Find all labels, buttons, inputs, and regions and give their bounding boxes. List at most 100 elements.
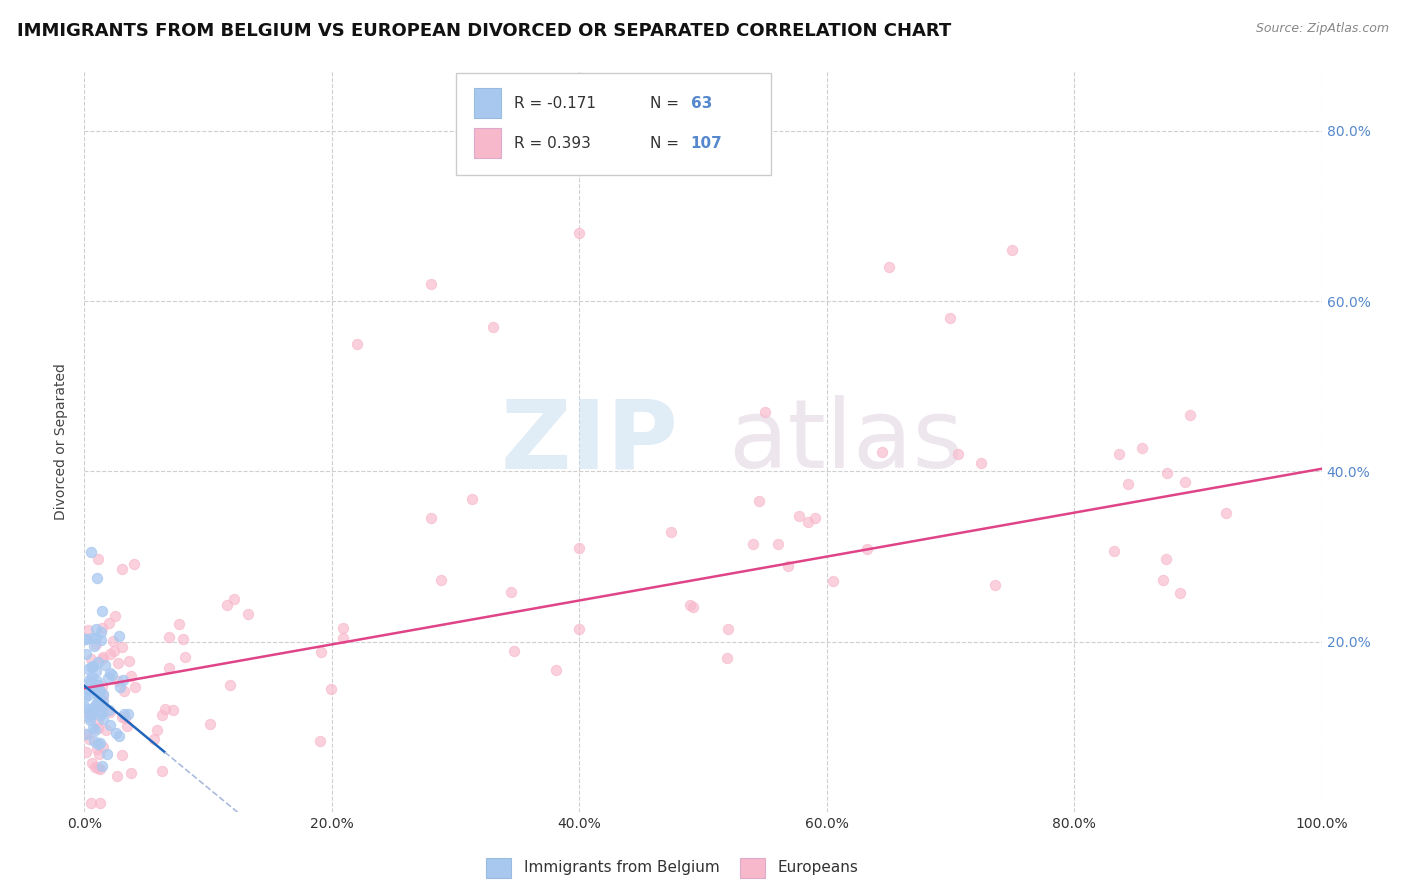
Point xyxy=(89,632,111,647)
Point xyxy=(98,666,121,681)
Point xyxy=(94,657,117,672)
Point xyxy=(90,698,112,713)
Point xyxy=(970,456,993,470)
Point xyxy=(84,682,107,697)
Point xyxy=(89,762,111,776)
Point xyxy=(86,741,108,756)
Point xyxy=(84,664,107,678)
Point xyxy=(110,680,132,694)
Point xyxy=(80,670,103,684)
Point xyxy=(77,688,100,702)
Point xyxy=(77,732,100,747)
Point xyxy=(219,678,242,692)
Point xyxy=(104,609,127,624)
Point xyxy=(1174,475,1197,489)
Point xyxy=(112,706,135,721)
Point xyxy=(217,599,239,613)
Point xyxy=(870,445,893,459)
Point xyxy=(117,654,139,668)
Point xyxy=(83,700,105,714)
Point xyxy=(77,623,100,637)
Point xyxy=(796,516,818,530)
Point xyxy=(91,621,114,635)
Point xyxy=(87,714,110,729)
Point xyxy=(430,573,453,587)
Point xyxy=(198,717,221,731)
Point xyxy=(679,598,702,612)
Point xyxy=(420,510,443,524)
Point xyxy=(89,692,111,706)
Point xyxy=(162,703,184,717)
Point xyxy=(82,705,104,719)
Point xyxy=(742,536,765,550)
Point xyxy=(502,644,524,658)
Point xyxy=(87,692,110,706)
Point xyxy=(87,678,110,692)
Point xyxy=(481,319,503,334)
Point xyxy=(79,675,101,690)
Point xyxy=(98,705,121,719)
Point xyxy=(157,630,180,644)
Point xyxy=(91,649,114,664)
Point xyxy=(86,697,108,711)
Point xyxy=(101,668,124,682)
Point xyxy=(224,592,246,607)
Point xyxy=(682,599,704,614)
Point xyxy=(77,706,100,720)
Point xyxy=(90,652,112,666)
Point xyxy=(153,701,176,715)
Point xyxy=(104,726,127,740)
Text: N =: N = xyxy=(650,136,679,151)
Point xyxy=(82,721,104,735)
Point xyxy=(111,747,134,762)
Bar xyxy=(486,857,512,879)
Point xyxy=(90,624,112,639)
Point xyxy=(80,796,103,810)
Point xyxy=(157,660,180,674)
Point xyxy=(75,690,97,704)
Point xyxy=(80,652,103,666)
Point xyxy=(86,721,108,735)
Point xyxy=(946,447,969,461)
Point xyxy=(1180,409,1202,423)
Point xyxy=(87,552,110,566)
Point xyxy=(111,640,134,654)
Point xyxy=(80,631,103,645)
Point xyxy=(332,632,354,646)
Point xyxy=(80,756,103,770)
Point xyxy=(76,647,98,661)
FancyBboxPatch shape xyxy=(456,73,770,175)
Point xyxy=(87,737,110,751)
Point xyxy=(124,557,146,571)
Point xyxy=(108,629,131,643)
Bar xyxy=(474,128,502,158)
Point xyxy=(82,658,104,673)
Point xyxy=(419,277,441,292)
Text: 63: 63 xyxy=(690,95,711,111)
Text: IMMIGRANTS FROM BELGIUM VS EUROPEAN DIVORCED OR SEPARATED CORRELATION CHART: IMMIGRANTS FROM BELGIUM VS EUROPEAN DIVO… xyxy=(17,22,950,40)
Point xyxy=(332,621,354,635)
Point xyxy=(346,336,368,351)
Point xyxy=(1154,552,1177,566)
Point xyxy=(717,622,740,636)
Point xyxy=(856,542,879,557)
Point xyxy=(84,622,107,636)
Point xyxy=(79,673,101,687)
Point xyxy=(107,729,129,743)
Point xyxy=(716,651,738,665)
Point xyxy=(1102,544,1125,558)
Point xyxy=(984,578,1007,592)
Point xyxy=(150,764,173,779)
Text: 107: 107 xyxy=(690,136,723,151)
Point xyxy=(804,511,827,525)
Bar xyxy=(474,88,502,118)
Point xyxy=(84,697,107,711)
Point xyxy=(73,700,96,714)
Point xyxy=(84,760,107,774)
Point xyxy=(544,663,567,677)
Point xyxy=(120,669,142,683)
Point xyxy=(82,706,104,721)
Point xyxy=(91,713,114,727)
Point xyxy=(150,707,173,722)
Bar xyxy=(740,857,765,879)
